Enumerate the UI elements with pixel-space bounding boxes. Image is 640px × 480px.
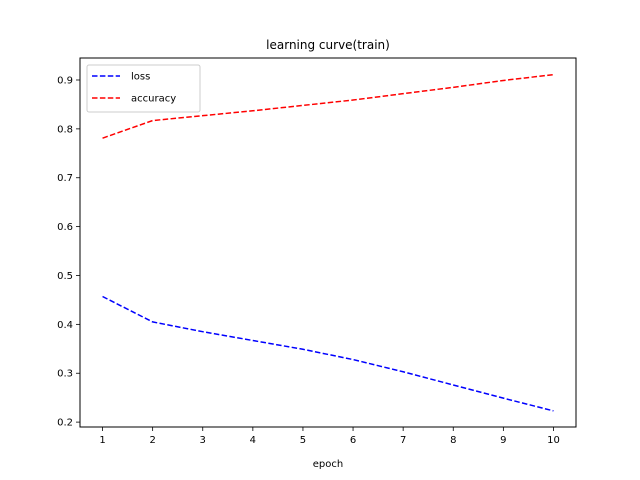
y-tick-label: 0.3 — [57, 369, 73, 380]
y-tick-label: 0.6 — [57, 222, 73, 233]
x-tick-label: 1 — [99, 435, 105, 446]
y-tick-label: 0.2 — [57, 418, 73, 429]
plot-frame — [79, 57, 577, 428]
x-tick-label: 10 — [547, 435, 560, 446]
legend-label-accuracy: accuracy — [131, 94, 176, 105]
series-line-accuracy — [102, 73, 554, 139]
legend-label-loss: loss — [131, 72, 150, 83]
chart-title: learning curve(train) — [266, 38, 390, 52]
legend: loss accuracy — [86, 64, 201, 113]
x-tick-label: 4 — [250, 435, 256, 446]
x-tick-label: 7 — [400, 435, 406, 446]
x-tick-label: 9 — [500, 435, 506, 446]
y-tick-label: 0.9 — [57, 75, 73, 86]
series-layer — [102, 73, 554, 412]
ticks-layer: 1 2 3 4 5 6 7 8 9 10 0.2 0.3 0.4 0.5 0.6 0.7 0.8 0.9 — [57, 75, 560, 446]
x-tick-label: 8 — [450, 435, 456, 446]
series-line-loss — [102, 295, 554, 412]
x-tick-label: 3 — [200, 435, 206, 446]
y-tick-label: 0.8 — [57, 124, 73, 135]
y-tick-label: 0.4 — [57, 320, 73, 331]
legend-box — [86, 64, 201, 113]
x-tick-label: 2 — [149, 435, 155, 446]
y-tick-label: 0.7 — [57, 173, 73, 184]
x-tick-label: 5 — [300, 435, 306, 446]
x-axis-label: epoch — [313, 459, 343, 470]
x-tick-label: 6 — [350, 435, 356, 446]
y-tick-label: 0.5 — [57, 271, 73, 282]
